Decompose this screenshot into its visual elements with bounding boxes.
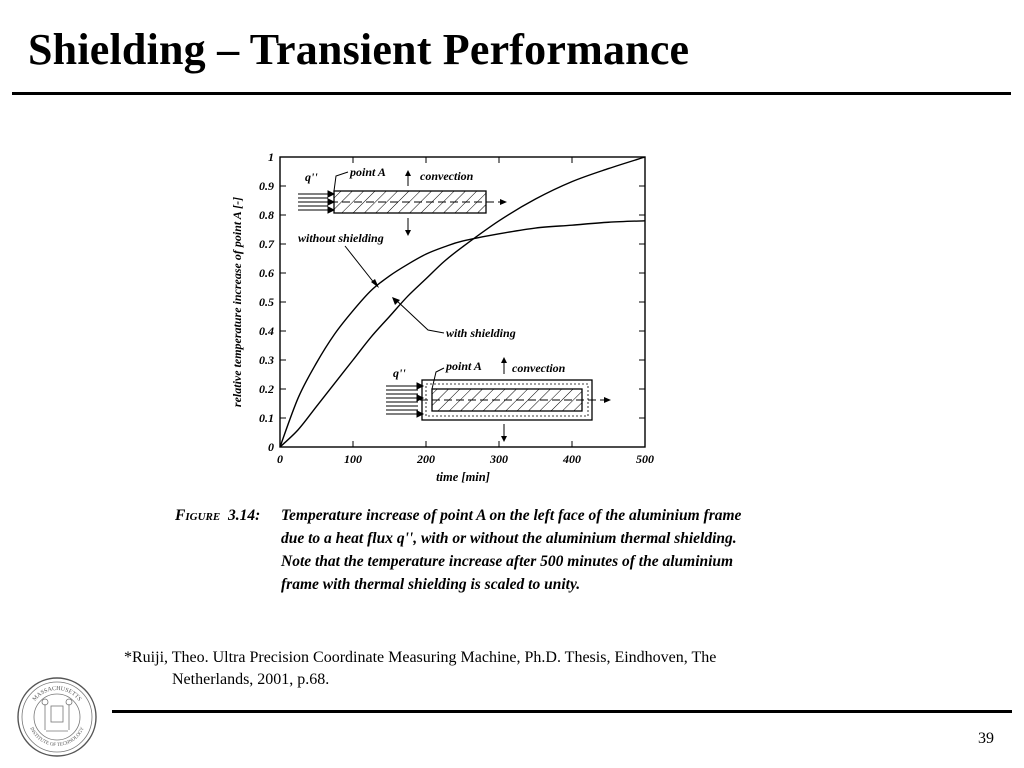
without-shielding-pointer xyxy=(344,245,376,285)
x-tick-label: 100 xyxy=(344,452,362,466)
with-shielding-pointer xyxy=(395,299,445,334)
caption-line-3: Note that the temperature increase after… xyxy=(281,553,734,570)
title-divider xyxy=(12,92,1011,95)
heat-flux-label: q'' xyxy=(393,366,406,380)
point-a-label: point A xyxy=(445,359,482,373)
convection-label: convection xyxy=(420,169,474,183)
x-tick-label: 0 xyxy=(277,452,283,466)
y-tick-label: 0.3 xyxy=(259,353,274,367)
figure-caption: Figure 3.14: Temperature increase of poin… xyxy=(175,504,835,596)
figure-label: Figure 3.14: xyxy=(175,507,261,524)
y-tick-label: 0.2 xyxy=(259,382,274,396)
x-tick-label: 300 xyxy=(489,452,508,466)
heat-flux-arrows xyxy=(298,190,336,214)
point-a-label: point A xyxy=(349,165,386,179)
x-tick-label: 400 xyxy=(562,452,581,466)
y-tick-label: 0.6 xyxy=(259,266,274,280)
inset-with-shielding: q'' point A convection xyxy=(386,357,611,442)
citation-line-2: Netherlands, 2001, p.68. xyxy=(172,671,330,688)
y-tick-label: 0.5 xyxy=(259,295,274,309)
y-tick-label: 0.4 xyxy=(259,324,274,338)
y-tick-label: 0.8 xyxy=(259,208,274,222)
footer-divider xyxy=(112,710,1012,713)
series-line-without-shielding xyxy=(279,220,646,448)
mit-seal-logo: MASSACHUSETTS INSTITUTE OF TECHNOLOGY xyxy=(17,677,97,757)
convection-label: convection xyxy=(512,361,566,375)
heat-flux-arrows xyxy=(386,382,425,418)
y-tick-label: 0.9 xyxy=(259,179,274,193)
caption-line-4: frame with thermal shielding is scaled t… xyxy=(281,576,581,593)
y-tick-label: 0.1 xyxy=(259,411,274,425)
page-number: 39 xyxy=(978,730,994,747)
y-tick-label: 1 xyxy=(268,150,274,164)
slide-title: Shielding – Transient Performance xyxy=(28,25,690,74)
y-tick-label: 0 xyxy=(268,440,274,454)
y-axis-title: relative temperature increase of point A… xyxy=(230,197,244,407)
citation-line-1: *Ruiji, Theo. Ultra Precision Coordinate… xyxy=(124,649,717,666)
inset-without-shielding: q'' point A convection xyxy=(298,165,507,236)
heat-flux-label: q'' xyxy=(305,170,318,184)
x-tick-label: 500 xyxy=(636,452,654,466)
citation: *Ruiji, Theo. Ultra Precision Coordinate… xyxy=(124,647,884,691)
x-tick-label: 200 xyxy=(416,452,435,466)
x-axis-title: time [min] xyxy=(436,470,490,484)
series-line-with-shielding xyxy=(279,156,646,448)
y-tick-label: 0.7 xyxy=(259,237,275,251)
without-shielding-label: without shielding xyxy=(298,231,384,245)
with-shielding-label: with shielding xyxy=(446,326,516,340)
caption-line-2: due to a heat flux q'', with or without … xyxy=(281,530,737,547)
caption-line-1: Figure 3.14: Temperature increase of poin… xyxy=(175,504,835,527)
